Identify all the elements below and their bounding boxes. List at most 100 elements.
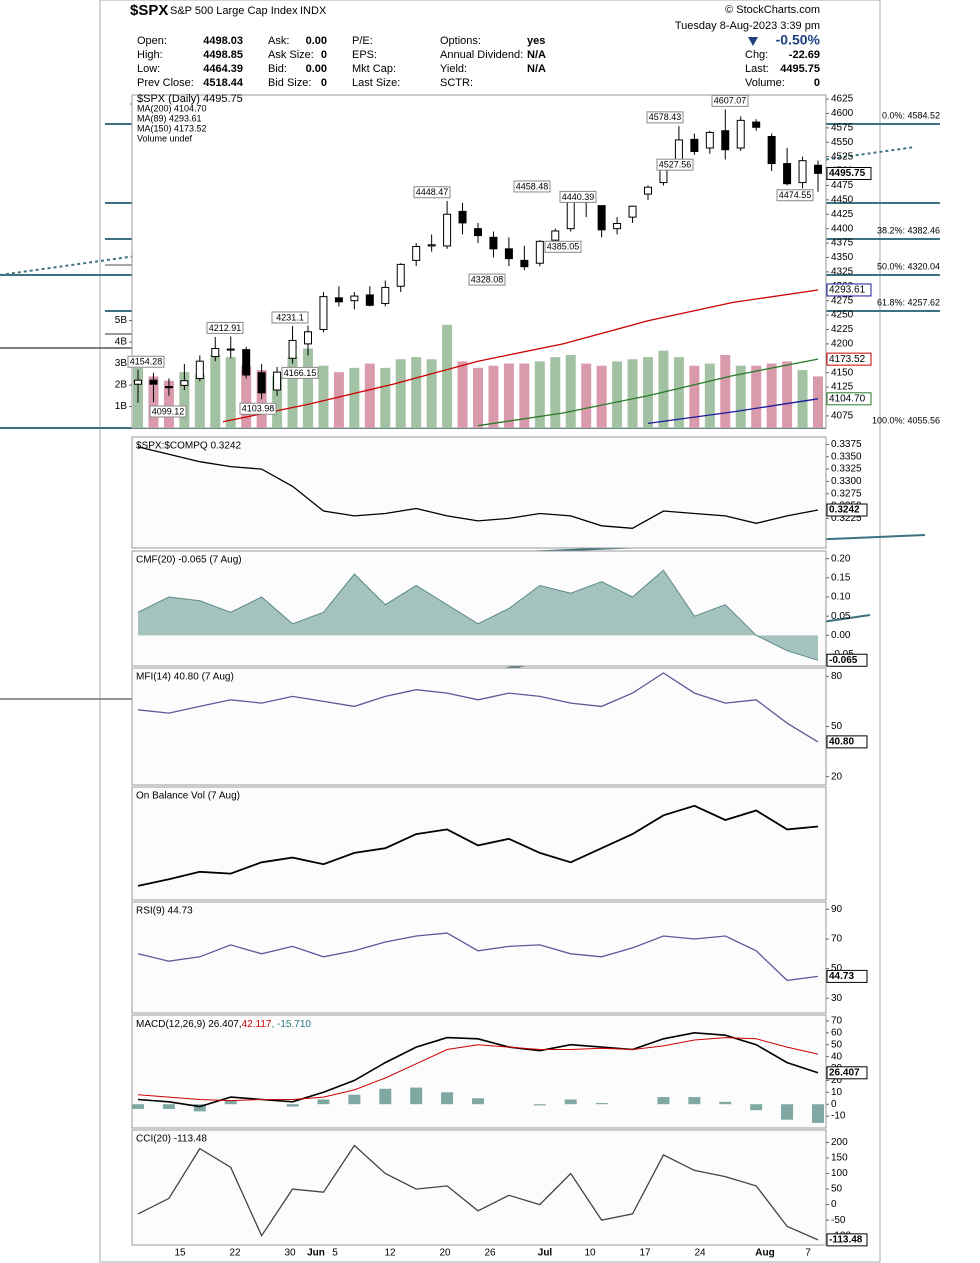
y-tick-label: 0.3300 [831, 476, 862, 487]
y-tick-label: 0.15 [831, 572, 851, 583]
histogram-bar [595, 1103, 608, 1105]
histogram-bar [224, 1100, 237, 1105]
y-tick-label: 70 [831, 1016, 843, 1027]
volume-bar [658, 350, 669, 428]
y-tick-label: 4475 [831, 180, 854, 191]
histogram-bar [132, 1104, 144, 1109]
volume-bar [210, 354, 221, 428]
volume-bar [797, 369, 808, 428]
candle-body [752, 121, 761, 128]
field-label: Low: [137, 63, 160, 75]
y-tick-label: 0.05 [831, 611, 851, 622]
volume-bar [596, 365, 607, 428]
candle-body [164, 386, 173, 389]
panel [131, 1014, 827, 1129]
volume-bar [287, 357, 298, 428]
y-tick-label: 4550 [831, 137, 854, 148]
legend-entry: Volume undef [137, 133, 193, 143]
x-tick-label: 7 [805, 1248, 811, 1259]
panel-title: RSI(9) 44.73 [136, 906, 193, 917]
fib-label: 61.8%: 4257.62 [877, 297, 940, 307]
candle-body [273, 371, 282, 391]
y-tick-label: 4525 [831, 151, 854, 162]
field-label: EPS: [352, 49, 377, 61]
y-tick-label: 40 [831, 1051, 843, 1062]
volume-bar [364, 363, 375, 428]
y-tick-label: 90 [831, 904, 843, 915]
volume-bar [534, 361, 545, 428]
ma-line [477, 358, 819, 427]
annotation-box [127, 355, 165, 368]
candle-body [798, 160, 807, 184]
volume-bar [473, 367, 483, 428]
x-tick-label: 24 [694, 1248, 706, 1259]
candle-body [736, 119, 745, 149]
datetime: Tuesday 8-Aug-2023 3:39 pm [675, 20, 820, 32]
price-tag [826, 166, 872, 180]
field-label: Yield: [440, 63, 467, 75]
candle-body [767, 135, 776, 165]
annotation-box [271, 311, 309, 324]
volume-bar [395, 359, 406, 428]
value-tag [826, 503, 868, 517]
fib-label: 0.0%: 4584.52 [882, 110, 940, 120]
ma-line [222, 289, 819, 423]
volume-bar [148, 376, 159, 428]
exchange: INDX [300, 5, 327, 17]
value-tag-label: -113.48 [829, 1235, 863, 1246]
candle-body [226, 348, 235, 351]
volume-bar [643, 357, 653, 428]
volume-bar [442, 324, 453, 428]
candle-body [474, 228, 482, 237]
y-tick-label: 150 [831, 1153, 848, 1164]
annotation-box [149, 405, 187, 418]
title-part: MACD(12,26,9) 26.407, [136, 1019, 242, 1030]
annotation-label: 4231.1 [276, 312, 304, 322]
y-tick-label: 0.20 [831, 553, 851, 564]
panel [131, 1129, 827, 1246]
title-part: , -15.710 [271, 1019, 311, 1030]
volume-bar [519, 363, 530, 428]
candle-body [211, 347, 220, 358]
price-tag [826, 352, 872, 366]
annotation-label: 4458.48 [516, 181, 549, 191]
ma-line [647, 398, 819, 425]
fib-label: 100.0%: 4055.56 [872, 415, 940, 425]
y2-tick-label: 4B [115, 337, 128, 348]
candle-body [396, 263, 405, 287]
annotation-box [513, 180, 551, 193]
x-tick-label: 10 [584, 1248, 596, 1259]
y-tick-label: 0.3275 [831, 488, 862, 499]
y-tick-label: 4275 [831, 295, 854, 306]
y-tick-label: -50 [831, 1215, 846, 1226]
volume-bar [689, 365, 700, 428]
candle-body [489, 236, 498, 250]
y-tick-label: 0.3350 [831, 451, 862, 462]
field-value: 4495.75 [780, 63, 820, 75]
x-tick-label: Aug [755, 1248, 774, 1259]
field-value: 0 [814, 77, 820, 89]
y-tick-label: -10 [831, 1111, 846, 1122]
y-tick-label: 50 [831, 1039, 843, 1050]
histogram-bar [162, 1104, 175, 1109]
histogram-bar [472, 1098, 484, 1105]
y-tick-label: 20 [831, 771, 843, 782]
field-label: Ask: [268, 35, 289, 47]
y-tick-label: 4450 [831, 194, 854, 205]
histogram-bar [286, 1104, 299, 1107]
annotation-box [468, 273, 506, 286]
y-tick-label: 0 [831, 1199, 837, 1210]
y-tick-label: 30 [831, 993, 843, 1004]
fib-label: 50.0%: 4320.04 [877, 261, 940, 271]
annotation-label: 4166.15 [284, 368, 317, 378]
y-tick-label: 50 [831, 721, 843, 732]
volume-bar [225, 357, 236, 428]
candle-body [257, 372, 266, 394]
annotation-label: 4607.07 [714, 96, 747, 106]
y-tick-label: 0.3325 [831, 464, 862, 475]
fib-label: 38.2%: 4382.46 [877, 225, 940, 235]
value-tag-label: 40.80 [829, 737, 854, 748]
y-tick-label: 0.3375 [831, 439, 862, 450]
y-tick-label: 4400 [831, 223, 854, 234]
candle-body [412, 246, 421, 261]
